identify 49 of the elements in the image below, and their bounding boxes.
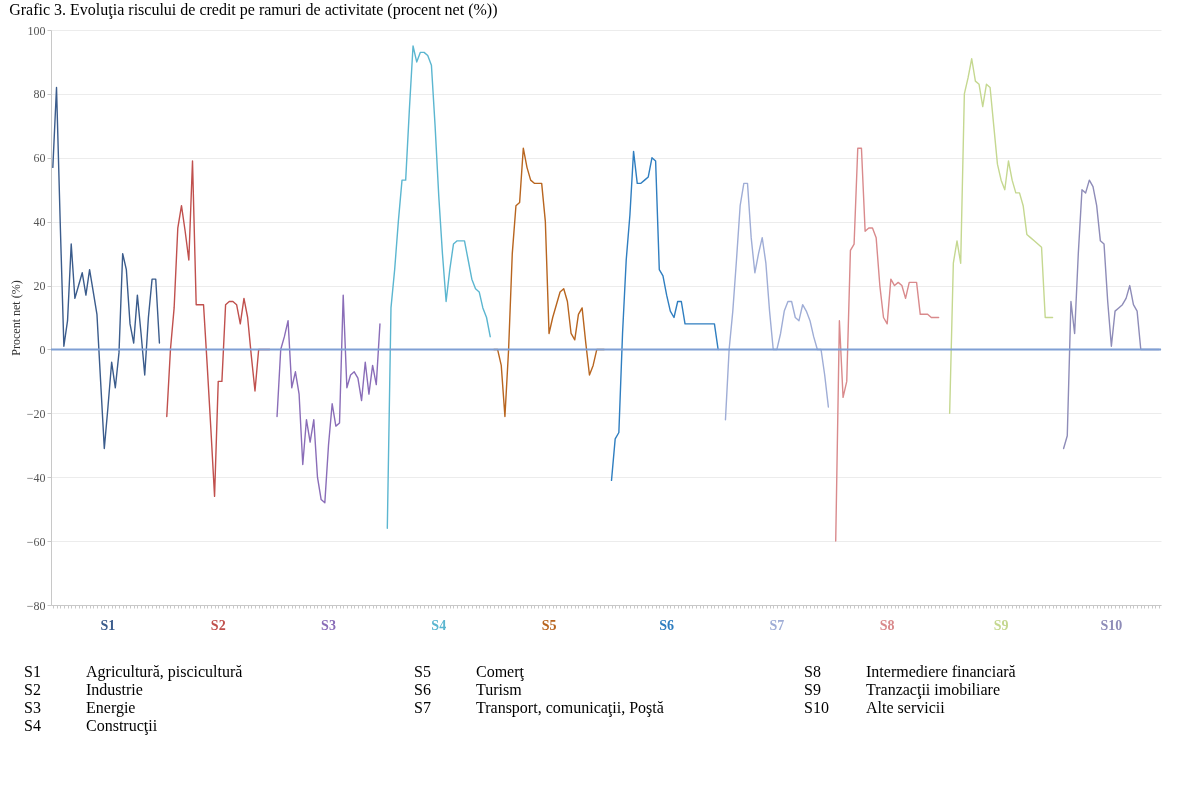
- text: S10: [804, 699, 829, 716]
- y-tick-label: −40: [26, 470, 46, 485]
- text: Industrie: [86, 681, 144, 699]
- text: S6: [659, 618, 675, 633]
- text: Turism: [476, 681, 523, 699]
- text: Tranzacţii imobiliare: [866, 681, 1002, 699]
- text: S7: [769, 618, 785, 633]
- text: S8: [879, 618, 895, 633]
- y-tick-label: −60: [26, 534, 46, 549]
- text: Comerţ: [476, 663, 525, 681]
- line-series: [948, 58, 1054, 415]
- text: S5: [414, 663, 431, 680]
- y-axis-title: Procent net (%): [8, 280, 23, 356]
- text: S10: [1100, 618, 1123, 633]
- text: S7: [414, 699, 431, 716]
- line-series: [835, 147, 940, 542]
- y-tick-label: −20: [26, 406, 46, 421]
- text: Intermediere financiară: [866, 663, 1017, 681]
- y-tick-label: 40: [33, 215, 46, 230]
- chart-title: Grafic 3. Evoluţia riscului de credit pe ramuri de activitate (procent net (%)): [9, 1, 498, 19]
- text: S1: [100, 618, 116, 633]
- text: S1: [24, 663, 41, 680]
- y-tick-label: 60: [33, 151, 46, 166]
- y-tick-label: 0: [39, 342, 46, 357]
- text: S4: [431, 618, 447, 633]
- text: Transport, comunicaţii, Poştă: [476, 699, 665, 717]
- y-tick-label: 20: [33, 279, 46, 294]
- text: S5: [541, 618, 557, 633]
- text: S4: [24, 717, 41, 734]
- y-tick-label: −80: [26, 598, 46, 613]
- text: S6: [414, 681, 431, 698]
- line-series: [724, 182, 830, 421]
- text: Agricultură, piscicultură: [86, 663, 244, 681]
- text: S3: [321, 618, 336, 633]
- line-series: [386, 45, 491, 530]
- text: Alte servicii: [866, 699, 946, 717]
- line-series: [52, 86, 161, 450]
- text: S2: [24, 681, 41, 698]
- text: S2: [210, 618, 226, 633]
- text: S3: [24, 699, 41, 716]
- y-tick-label: 100: [27, 23, 46, 38]
- text: Energie: [86, 699, 137, 717]
- text: S9: [804, 681, 821, 698]
- line-series: [276, 294, 381, 504]
- line-series: [610, 150, 719, 482]
- text: S9: [993, 618, 1009, 633]
- y-tick-label: 80: [33, 87, 46, 102]
- text: S8: [804, 663, 821, 680]
- text: Construcţii: [86, 717, 159, 735]
